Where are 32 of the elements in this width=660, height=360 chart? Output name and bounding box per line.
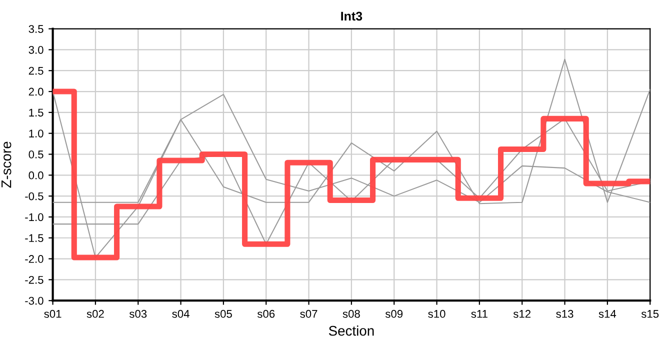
x-tick-label: s08 [342, 310, 360, 318]
y-tick-label: 1.5 [29, 108, 44, 117]
x-tick-label: s14 [598, 310, 616, 318]
x-tick-label: s06 [257, 310, 275, 318]
x-tick-label: s10 [428, 310, 446, 318]
y-tick-label: -0.5 [25, 192, 44, 200]
y-tick-label: 2.0 [28, 88, 44, 96]
y-tick-label: 1.0 [29, 130, 44, 138]
chart-title: Int3 [341, 12, 362, 21]
y-tick-label: 2.5 [28, 66, 44, 75]
y-axis-title: Z-score [2, 142, 12, 188]
y-tick-label: -2.5 [25, 276, 44, 284]
y-tick-label: 3.5 [28, 25, 44, 33]
y-tick-label: 0.0 [28, 171, 44, 180]
x-tick-label: s05 [214, 310, 232, 318]
x-tick-label: s01 [44, 310, 62, 318]
x-tick-label: s15 [641, 310, 659, 318]
x-tick-label: s07 [300, 310, 318, 318]
x-axis-title: Section [328, 326, 374, 336]
y-tick-label: -1.5 [25, 234, 44, 242]
x-tick-label: s02 [86, 310, 104, 318]
y-tick-label: -3.0 [25, 296, 44, 305]
x-tick-label: s12 [513, 310, 531, 318]
y-tick-label: -2.0 [25, 255, 44, 263]
y-tick-label: 3.0 [28, 46, 44, 54]
y-tick-label: 0.5 [28, 150, 44, 158]
x-tick-label: s11 [471, 310, 488, 318]
x-tick-label: s03 [129, 310, 147, 318]
y-tick-label: -1.0 [25, 213, 44, 222]
x-tick-label: s04 [172, 310, 190, 318]
x-tick-label: s09 [385, 310, 403, 318]
x-tick-label: s13 [556, 310, 574, 318]
